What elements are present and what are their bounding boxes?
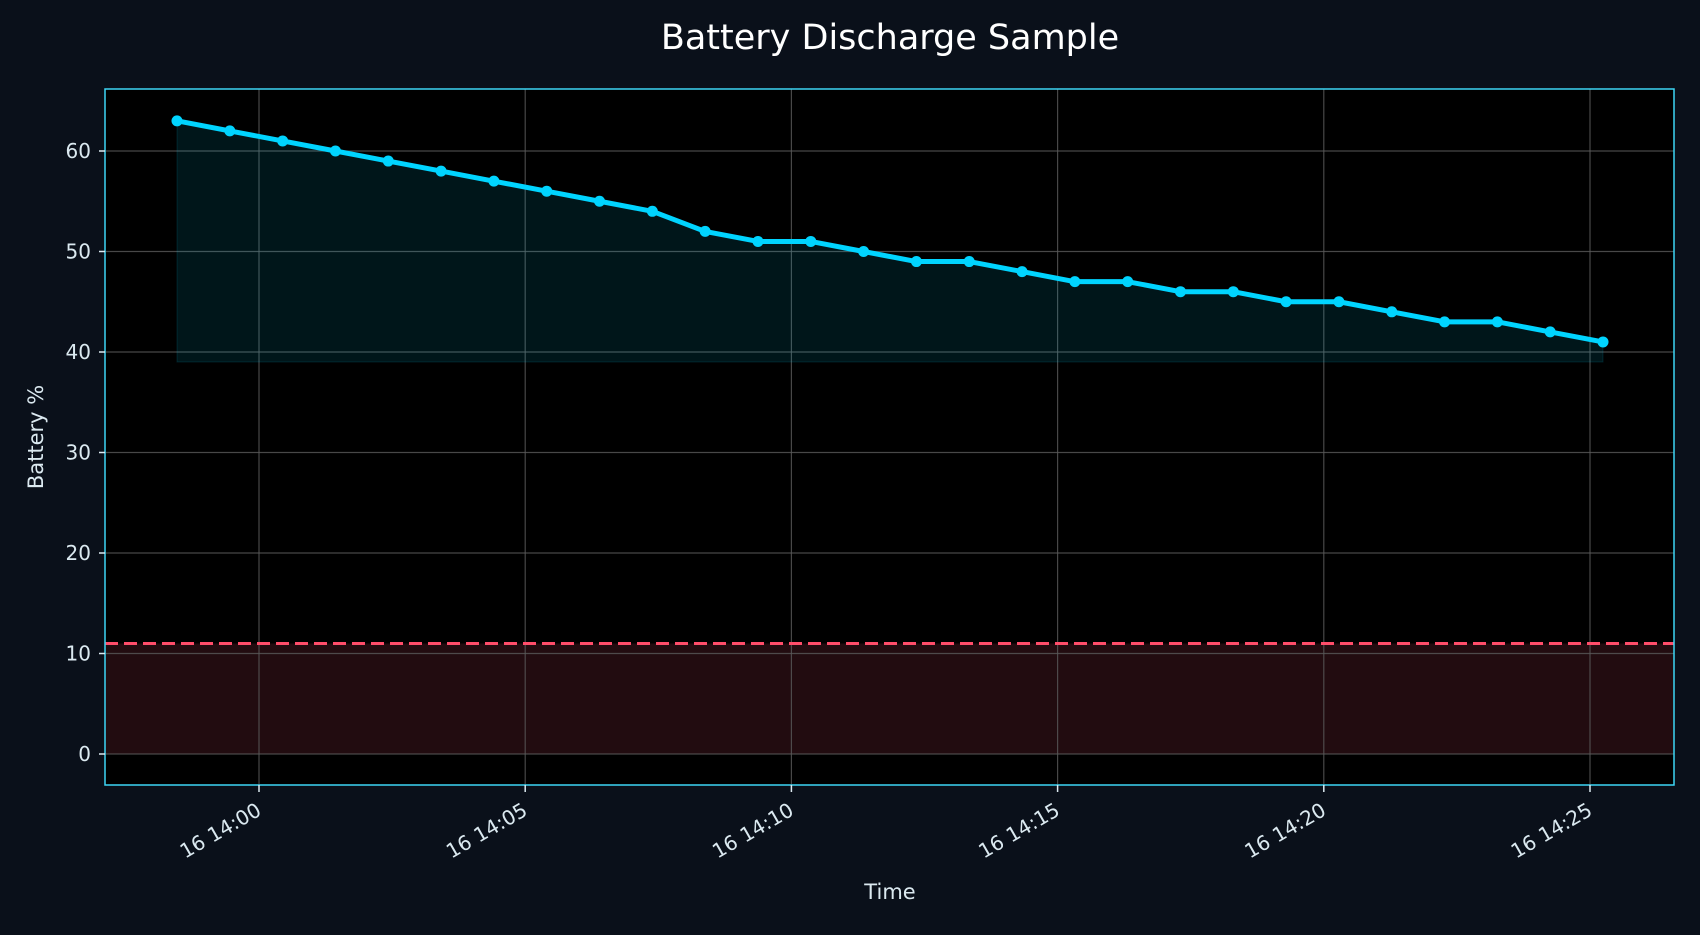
low-battery-zone [105, 643, 1674, 754]
data-point [1016, 266, 1028, 278]
data-point [541, 185, 553, 197]
data-point [752, 235, 764, 247]
data-point [594, 195, 606, 207]
x-tick-label: 16 14:15 [974, 798, 1063, 864]
x-tick-label: 16 14:10 [708, 798, 797, 864]
y-tick-label: 0 [78, 742, 91, 766]
y-tick-label: 10 [66, 642, 91, 666]
data-point [646, 205, 658, 217]
data-point [435, 165, 447, 177]
data-point [1280, 296, 1292, 308]
y-tick-label: 30 [66, 441, 91, 465]
data-point [699, 225, 711, 237]
data-point [171, 115, 183, 127]
data-point [858, 246, 870, 257]
x-axis-label: Time [864, 880, 916, 904]
data-point [1439, 316, 1451, 328]
data-point [1122, 276, 1134, 288]
x-tick-label: 16 14:25 [1507, 798, 1596, 864]
data-point [488, 175, 500, 187]
data-point [805, 235, 817, 247]
data-point [1069, 276, 1081, 288]
x-tick-label: 16 14:20 [1240, 798, 1329, 864]
data-point [1174, 286, 1186, 298]
data-point [1227, 286, 1239, 298]
data-point [963, 256, 975, 268]
data-point [1386, 306, 1398, 318]
x-tick-label: 16 14:00 [176, 798, 265, 864]
data-point [910, 256, 922, 268]
data-point [1333, 296, 1345, 308]
battery-line [176, 118, 1604, 345]
chart-title: Battery Discharge Sample [660, 18, 1120, 58]
data-point [382, 155, 394, 167]
y-tick-label: 60 [66, 139, 91, 163]
data-point [329, 145, 341, 157]
axes-border [104, 88, 1675, 786]
data-point [224, 125, 236, 137]
y-tick-label: 20 [66, 541, 91, 565]
data-point [277, 135, 289, 147]
y-tick-label: 50 [66, 240, 91, 264]
data-point [1491, 316, 1503, 328]
y-tick-label: 40 [66, 340, 91, 364]
data-point [1544, 326, 1556, 338]
x-tick-label: 16 14:05 [442, 798, 531, 864]
data-point [1597, 336, 1609, 348]
y-axis-label: Battery % [24, 384, 48, 490]
